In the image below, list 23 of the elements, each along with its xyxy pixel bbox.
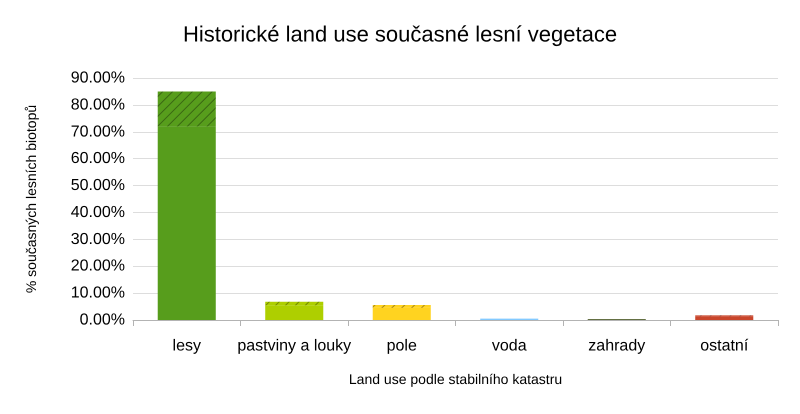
bar (695, 316, 754, 320)
y-tick-label: 10.00% (70, 284, 125, 302)
y-axis-title: % současných lesních biotopů (23, 104, 39, 294)
bar (265, 305, 324, 320)
y-tick-label: 80.00% (70, 96, 125, 114)
chart-title: Historické land use současné lesní vegetace (182, 22, 618, 46)
y-tick-label: 90.00% (70, 70, 125, 86)
y-tick-label: 20.00% (70, 258, 125, 275)
y-tick-label: 0.00% (80, 312, 125, 328)
x-tick-label: pastviny a louky (237, 338, 352, 354)
x-tick-label: ostatní (700, 338, 749, 354)
x-axis-title: Land use podle stabilního katastru (348, 371, 562, 387)
x-tick-label: zahrady (588, 338, 646, 354)
x-tick-label: voda (492, 338, 527, 354)
y-tick-label: 70.00% (70, 123, 125, 140)
bar (158, 126, 216, 320)
x-tick-label: lesy (172, 338, 201, 354)
x-tick-label: pole (386, 338, 417, 354)
bar (372, 308, 431, 320)
y-tick-label: 40.00% (70, 204, 125, 221)
y-tick-label: 50.00% (70, 177, 125, 194)
y-tick-label: 30.00% (70, 230, 125, 248)
y-tick-label: 60.00% (70, 150, 125, 168)
